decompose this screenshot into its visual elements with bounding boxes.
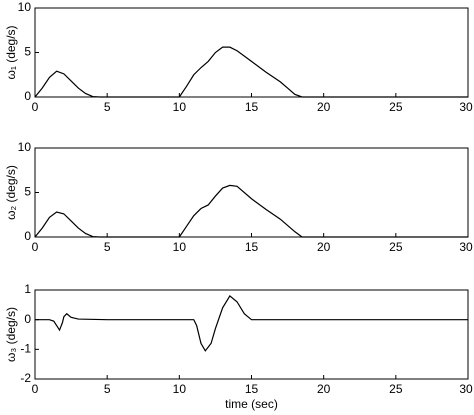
x-tick-label: 15	[245, 240, 259, 254]
y-tick-label: 10	[18, 0, 32, 14]
y-tick-label: 5	[24, 45, 31, 59]
y-tick-label: -1	[20, 342, 31, 356]
x-tick-label: 0	[32, 240, 39, 254]
x-tick-label: 30	[459, 100, 473, 114]
data-line	[34, 46, 468, 98]
x-tick-label: 25	[389, 240, 403, 254]
y-axis-label: ω₁ (deg/s)	[4, 25, 18, 79]
x-tick-label: 20	[317, 100, 331, 114]
x-tick-label: 20	[317, 240, 331, 254]
x-tick-label: 5	[104, 240, 111, 254]
x-tick-label: 5	[104, 382, 111, 396]
x-axis-label: time (sec)	[225, 397, 278, 411]
subplot: 0 5 10 15 20 25 30 -2 -1 0 1 ω₃ (deg/s) time (sec)	[4, 282, 473, 411]
x-tick-label: 25	[389, 100, 403, 114]
x-tick-label: 30	[459, 240, 473, 254]
y-tick-label: 0	[24, 89, 31, 103]
x-tick-label: 0	[32, 382, 39, 396]
y-tick-label: 10	[18, 140, 32, 154]
x-tick-label: 5	[104, 100, 111, 114]
y-tick-label: 5	[24, 185, 31, 199]
y-tick-label: -2	[20, 371, 31, 385]
axes-box	[34, 289, 469, 380]
x-tick-label: 15	[245, 100, 259, 114]
x-tick-label: 20	[317, 382, 331, 396]
axes-box	[34, 147, 469, 238]
x-tick-label: 25	[389, 382, 403, 396]
y-tick-label: 1	[24, 282, 31, 296]
x-tick-label: 30	[459, 382, 473, 396]
data-line	[35, 295, 468, 352]
x-tick-label: 10	[173, 100, 187, 114]
x-tick-label: 10	[173, 382, 187, 396]
x-tick-label: 15	[245, 382, 259, 396]
y-tick-label: 0	[24, 312, 31, 326]
y-axis-label: ω₂ (deg/s)	[4, 165, 18, 220]
data-line	[34, 184, 468, 238]
axes-box	[34, 7, 469, 98]
x-tick-label: 0	[32, 100, 39, 114]
y-tick-label: 0	[24, 229, 31, 243]
y-axis-label: ω₃ (deg/s)	[4, 307, 18, 362]
x-tick-label: 10	[173, 240, 187, 254]
